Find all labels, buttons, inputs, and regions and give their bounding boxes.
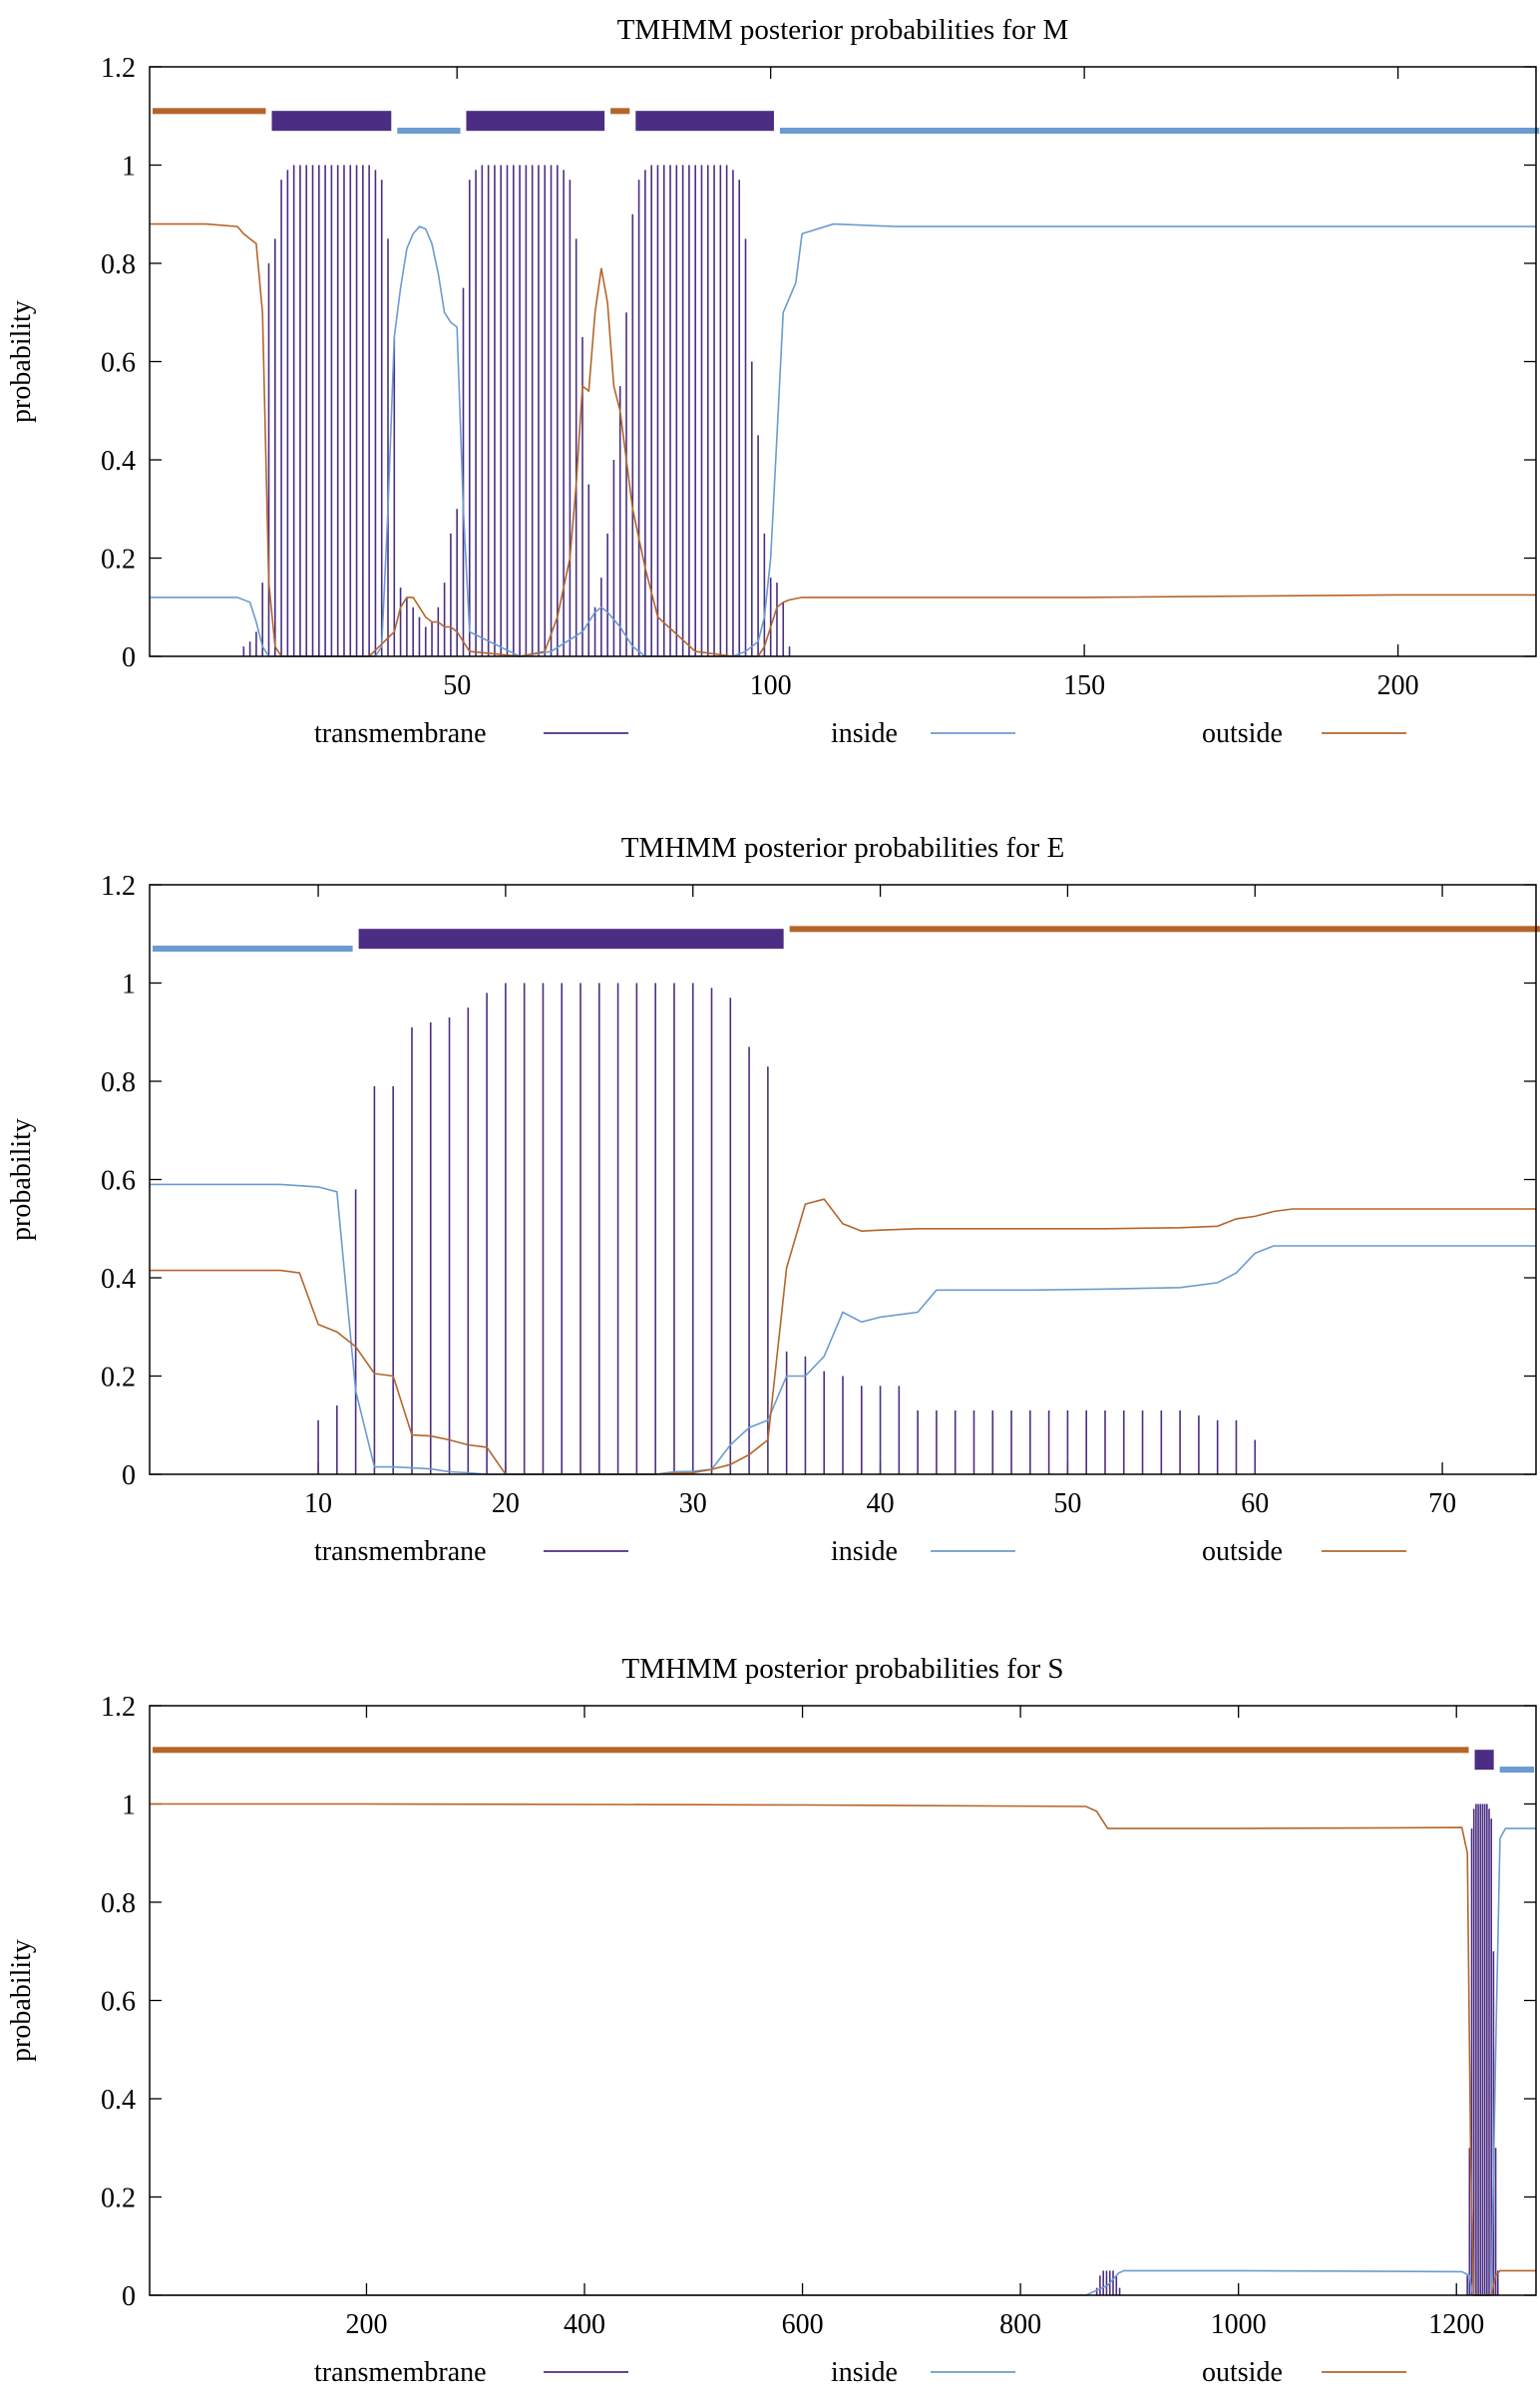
x-tick-label: 20 bbox=[492, 1488, 520, 1519]
topology-outside-segment bbox=[153, 108, 266, 115]
topology-inside-segment bbox=[779, 128, 1540, 135]
y-tick-label: 0 bbox=[122, 642, 136, 673]
x-tick-label: 200 bbox=[1377, 670, 1419, 701]
y-tick-label: 1.2 bbox=[101, 53, 136, 84]
x-tick-label: 30 bbox=[679, 1488, 707, 1519]
y-tick-label: 0.2 bbox=[101, 545, 136, 576]
legend-label-transmembrane: transmembrane bbox=[314, 1536, 487, 1567]
topology-outside-segment bbox=[153, 1747, 1469, 1754]
x-tick-label: 1200 bbox=[1428, 2309, 1484, 2340]
x-tick-label: 600 bbox=[782, 2309, 824, 2340]
y-tick-label: 1.2 bbox=[101, 1692, 136, 1723]
topology-inside-segment bbox=[397, 128, 461, 135]
y-tick-label: 0.2 bbox=[101, 1363, 136, 1394]
chart-title: TMHMM posterior probabilities for E bbox=[621, 832, 1065, 864]
topology-outside-segment bbox=[789, 926, 1540, 933]
x-tick-label: 400 bbox=[564, 2309, 605, 2340]
x-tick-label: 70 bbox=[1428, 1488, 1456, 1519]
topology-inside-segment bbox=[1499, 1767, 1535, 1774]
legend-label-transmembrane: transmembrane bbox=[314, 718, 487, 749]
x-tick-label: 200 bbox=[345, 2309, 387, 2340]
legend-label-inside: inside bbox=[831, 718, 898, 749]
x-tick-label: 50 bbox=[1053, 1488, 1081, 1519]
topology-transmembrane-segment bbox=[271, 111, 392, 132]
inside-line bbox=[150, 222, 1536, 657]
legend-label-inside: inside bbox=[831, 1536, 898, 1567]
x-tick-label: 150 bbox=[1063, 670, 1105, 701]
y-tick-label: 0.6 bbox=[101, 1166, 136, 1197]
y-tick-label: 0.6 bbox=[101, 1987, 136, 2018]
y-tick-label: 1.2 bbox=[101, 871, 136, 902]
x-tick-label: 40 bbox=[867, 1488, 895, 1519]
x-tick-label: 10 bbox=[304, 1488, 332, 1519]
y-tick-label: 1 bbox=[122, 1791, 136, 1821]
y-tick-label: 0.8 bbox=[101, 1067, 136, 1098]
chart-title: TMHMM posterior probabilities for M bbox=[617, 14, 1069, 46]
x-tick-label: 50 bbox=[443, 670, 471, 701]
y-tick-label: 1 bbox=[122, 970, 136, 1000]
chart-panel-3: TMHMM posterior probabilities for S proba… bbox=[6, 1653, 1537, 2388]
x-tick-label: 800 bbox=[999, 2309, 1041, 2340]
y-axis-label: probability bbox=[6, 1118, 37, 1241]
y-axis-label: probability bbox=[6, 300, 37, 423]
legend-label-inside: inside bbox=[831, 2357, 898, 2388]
y-tick-label: 0.6 bbox=[101, 348, 136, 379]
chart-title: TMHMM posterior probabilities for S bbox=[621, 1653, 1063, 1685]
x-tick-label: 1000 bbox=[1211, 2309, 1267, 2340]
plot-frame bbox=[149, 1705, 1537, 2296]
inside-line bbox=[150, 1183, 1536, 1475]
legend-label-transmembrane: transmembrane bbox=[314, 2357, 487, 2388]
topology-transmembrane-segment bbox=[1474, 1750, 1494, 1771]
plot-frame bbox=[149, 884, 1537, 1475]
legend-label-outside: outside bbox=[1202, 2357, 1283, 2388]
y-tick-label: 0 bbox=[122, 2281, 136, 2312]
topology-inside-segment bbox=[153, 946, 353, 953]
y-tick-label: 0.8 bbox=[101, 1888, 136, 1919]
inside-line bbox=[150, 1827, 1536, 2296]
topology-transmembrane-segment bbox=[466, 111, 605, 132]
chart-panel-1: TMHMM posterior probabilities for M proba… bbox=[6, 14, 1540, 749]
outside-line bbox=[150, 1198, 1536, 1475]
legend-label-outside: outside bbox=[1202, 718, 1283, 749]
topology-transmembrane-segment bbox=[358, 929, 784, 950]
y-tick-label: 0.4 bbox=[101, 2085, 136, 2116]
plot-frame bbox=[149, 66, 1537, 657]
outside-line bbox=[150, 222, 1536, 657]
chart-panel-2: TMHMM posterior probabilities for E proba… bbox=[6, 832, 1540, 1567]
y-tick-label: 0.8 bbox=[101, 249, 136, 280]
x-tick-label: 60 bbox=[1241, 1488, 1269, 1519]
y-tick-label: 0.4 bbox=[101, 1264, 136, 1295]
y-tick-label: 0.2 bbox=[101, 2184, 136, 2214]
x-tick-label: 100 bbox=[750, 670, 792, 701]
outside-line bbox=[150, 1802, 1536, 2296]
y-tick-label: 1 bbox=[122, 152, 136, 183]
topology-outside-segment bbox=[610, 108, 630, 115]
y-tick-label: 0 bbox=[122, 1460, 136, 1491]
legend-label-outside: outside bbox=[1202, 1536, 1283, 1567]
y-axis-label: probability bbox=[6, 1939, 37, 2062]
topology-transmembrane-segment bbox=[635, 111, 774, 132]
y-tick-label: 0.4 bbox=[101, 446, 136, 477]
